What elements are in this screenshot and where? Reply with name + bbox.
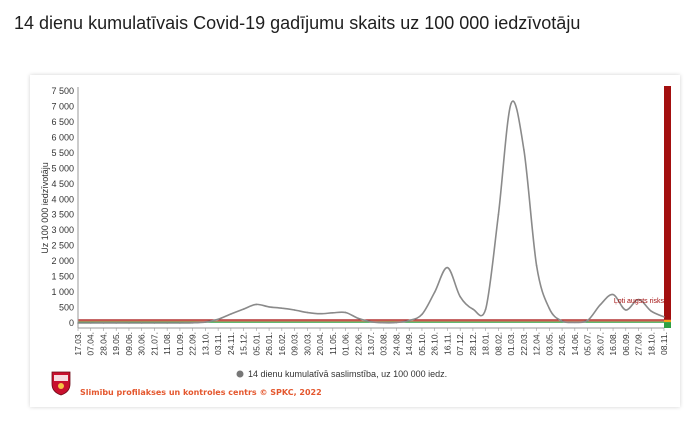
x-tick-label: 24.11. [226, 332, 236, 355]
risk-annotation: Ļoti augsts risks [614, 298, 665, 305]
y-tick-label: 7 000 [51, 101, 74, 111]
x-tick-label: 01.09. [175, 332, 185, 356]
x-tick-label: 30.03. [302, 332, 312, 356]
x-tick-label: 16.02. [277, 332, 287, 356]
x-tick-label: 09.06. [124, 332, 134, 356]
x-tick-label: 03.08. [379, 332, 389, 356]
y-tick-label: 7 500 [51, 86, 74, 96]
chart-card [30, 75, 680, 407]
y-tick-label: 6 000 [51, 132, 74, 142]
x-tick-label: 03.11. [213, 332, 223, 355]
x-tick-label: 26.01. [264, 332, 274, 356]
x-tick-label: 13.10. [200, 332, 210, 356]
x-tick-label: 16.11. [442, 332, 452, 355]
x-tick-label: 14.06. [570, 332, 580, 356]
x-tick-label: 22.03. [519, 332, 529, 356]
series-line [78, 100, 665, 324]
x-tick-label: 07.04. [86, 332, 96, 356]
x-tick-label: 06.09. [621, 332, 631, 356]
x-tick-label: 09.03. [290, 332, 300, 356]
y-tick-label: 5 500 [51, 148, 74, 158]
x-tick-label: 22.09. [188, 332, 198, 356]
y-tick-label: 1 500 [51, 272, 74, 282]
x-tick-label: 24.05. [557, 332, 567, 356]
x-tick-label: 26.10. [430, 332, 440, 356]
x-tick-label: 13.07. [366, 332, 376, 356]
risk-band-low [664, 322, 671, 328]
x-tick-label: 19.05. [111, 332, 121, 356]
page-title: 14 dienu kumulatīvais Covid-19 gadījumu … [14, 13, 581, 33]
y-tick-label: 1 000 [51, 287, 74, 297]
x-tick-label: 08.11. [659, 332, 669, 355]
x-tick-label: 11.05. [328, 332, 338, 355]
y-tick-label: 3 500 [51, 210, 74, 220]
x-tick-label: 28.04. [98, 332, 108, 356]
x-tick-label: 08.02. [493, 332, 503, 356]
y-tick-label: 3 000 [51, 225, 74, 235]
legend: 14 dienu kumulatīvā saslimstība, uz 100 … [236, 369, 447, 379]
y-tick-label: 4 500 [51, 179, 74, 189]
risk-band-high [664, 86, 671, 320]
x-tick-label: 22.06. [353, 332, 363, 356]
x-tick-label: 21.07. [149, 332, 159, 356]
spkc-logo [51, 371, 71, 396]
x-tick-label: 14.09. [404, 332, 414, 356]
legend-label: 14 dienu kumulatīvā saslimstība, uz 100 … [248, 369, 447, 379]
y-tick-label: 2 500 [51, 241, 74, 251]
y-axis-label: Uz 100 000 iedzīvotāju [40, 162, 50, 254]
y-tick-label: 500 [59, 303, 74, 313]
x-tick-label: 30.06. [137, 332, 147, 356]
x-tick-label: 03.05. [544, 332, 554, 356]
x-tick-label: 20.04. [315, 332, 325, 356]
x-tick-label: 26.07. [595, 332, 605, 356]
x-tick-label: 24.08. [391, 332, 401, 356]
x-tick-label: 01.06. [341, 332, 351, 356]
x-tick-label: 18.01. [481, 332, 491, 356]
legend-marker [236, 370, 244, 378]
x-tick-label: 28.12. [468, 332, 478, 356]
x-tick-label: 01.03. [506, 332, 516, 356]
x-tick-label: 07.12. [455, 332, 465, 356]
y-tick-label: 5 000 [51, 163, 74, 173]
x-tick-label: 05.01. [251, 332, 261, 356]
x-tick-label: 05.10. [417, 332, 427, 356]
y-tick-label: 2 000 [51, 256, 74, 266]
footer-source: Slimību profilakses un kontroles centrs … [80, 388, 322, 397]
y-tick-label: 4 000 [51, 194, 74, 204]
x-tick-label: 27.09. [634, 332, 644, 356]
x-tick-label: 11.08. [162, 332, 172, 355]
x-tick-label: 18.10. [646, 332, 656, 356]
x-tick-label: 17.03. [73, 332, 83, 356]
x-tick-label: 16.08. [608, 332, 618, 356]
y-tick-label: 6 500 [51, 117, 74, 127]
y-tick-label: 0 [69, 318, 74, 328]
risk-band-mid [664, 319, 671, 323]
x-tick-label: 15.12. [239, 332, 249, 356]
x-tick-label: 05.07. [583, 332, 593, 356]
x-tick-label: 12.04. [532, 332, 542, 356]
